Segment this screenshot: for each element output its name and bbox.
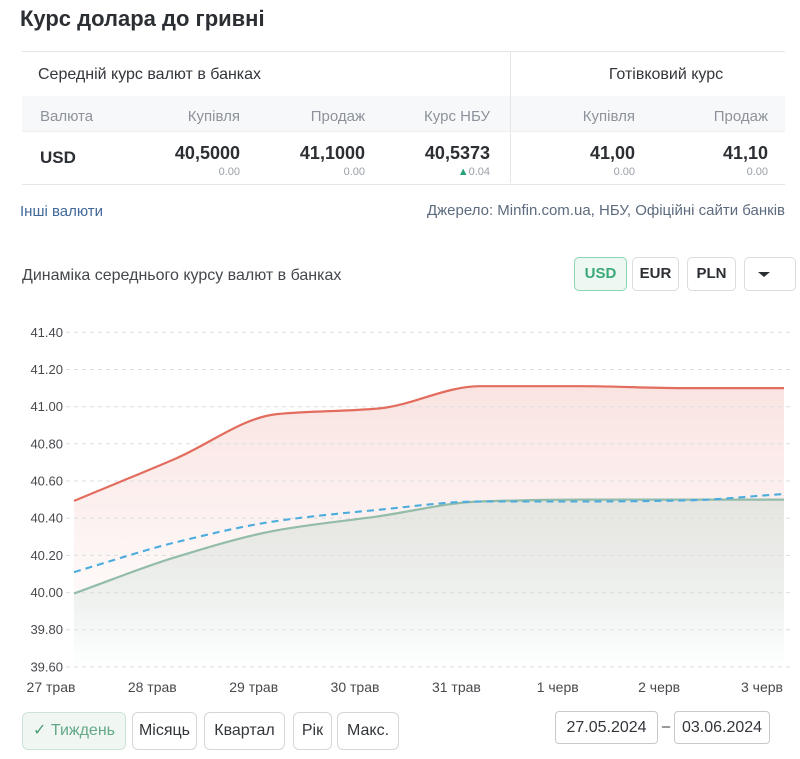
svg-text:41.40: 41.40 bbox=[30, 325, 63, 340]
svg-text:40.60: 40.60 bbox=[30, 474, 63, 489]
svg-text:29 трав: 29 трав bbox=[229, 679, 278, 695]
svg-text:2 черв: 2 черв bbox=[638, 679, 680, 695]
svg-text:1 черв: 1 черв bbox=[537, 679, 579, 695]
svg-text:40.80: 40.80 bbox=[30, 436, 63, 451]
svg-text:27 трав: 27 трав bbox=[27, 679, 76, 695]
svg-text:31 трав: 31 трав bbox=[432, 679, 481, 695]
svg-text:28 трав: 28 трав bbox=[128, 679, 177, 695]
svg-text:40.00: 40.00 bbox=[30, 585, 63, 600]
svg-text:3 черв: 3 черв bbox=[741, 679, 783, 695]
svg-text:40.20: 40.20 bbox=[30, 548, 63, 563]
svg-text:41.00: 41.00 bbox=[30, 399, 63, 414]
svg-text:39.80: 39.80 bbox=[30, 622, 63, 637]
svg-text:40.40: 40.40 bbox=[30, 511, 63, 526]
svg-text:39.60: 39.60 bbox=[30, 659, 63, 674]
svg-text:30 трав: 30 трав bbox=[331, 679, 380, 695]
svg-text:41.20: 41.20 bbox=[30, 362, 63, 377]
